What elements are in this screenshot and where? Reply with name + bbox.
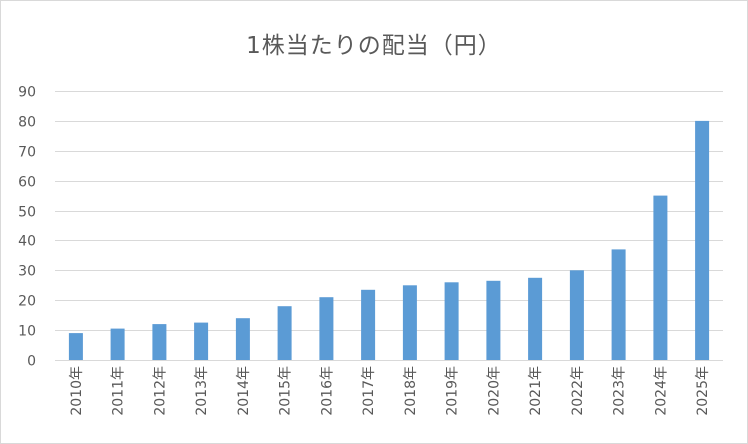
bar-2011年 <box>110 328 125 360</box>
bar-2017年 <box>361 289 376 360</box>
x-tick-label: 2022年 <box>570 366 586 416</box>
bar-2020年 <box>486 280 501 360</box>
bar-2015年 <box>277 306 292 360</box>
y-tick-label: 90 <box>18 85 36 101</box>
x-tick-label: 2017年 <box>361 366 377 416</box>
x-tick-label: 2010年 <box>69 366 85 416</box>
x-tick-label: 2015年 <box>278 366 294 416</box>
x-tick-label: 2013年 <box>194 366 210 416</box>
bar-2012年 <box>152 324 167 360</box>
chart-title: 1株当たりの配当（円） <box>246 33 502 59</box>
x-tick-label: 2018年 <box>403 366 419 416</box>
x-tick-label: 2025年 <box>695 366 711 416</box>
x-tick-label: 2020年 <box>486 366 502 416</box>
x-tick-label: 2023年 <box>612 366 628 416</box>
bar-2022年 <box>569 270 584 360</box>
y-tick-label: 70 <box>18 145 36 161</box>
x-tick-label: 2019年 <box>445 366 461 416</box>
y-tick-label: 0 <box>27 354 36 370</box>
bars <box>68 120 710 361</box>
x-tick-label: 2012年 <box>152 366 168 416</box>
y-tick-label: 60 <box>18 175 36 191</box>
bar-2021年 <box>528 277 543 360</box>
bar-2016年 <box>319 297 334 360</box>
bar-2024年 <box>653 195 668 360</box>
x-tick-label: 2021年 <box>528 366 544 416</box>
y-tick-label: 50 <box>18 205 36 221</box>
bar-2023年 <box>611 249 626 360</box>
y-tick-label: 40 <box>18 234 36 250</box>
y-tick-label: 20 <box>18 294 36 310</box>
x-tick-label: 2024年 <box>653 366 669 416</box>
x-axis-ticks: 2010年 2011年 2012年 2013年 2014年 2015年 2016年 2017年… <box>69 366 711 416</box>
x-tick-label: 2011年 <box>111 366 127 416</box>
bar-2019年 <box>444 282 459 360</box>
x-tick-label: 2016年 <box>319 366 335 416</box>
bar-2013年 <box>194 322 209 360</box>
bar-2014年 <box>235 318 250 360</box>
y-axis-ticks: 0 10 20 30 40 50 60 70 80 90 <box>18 85 36 370</box>
bar-2025年 <box>695 120 710 361</box>
bar-2018年 <box>402 285 417 360</box>
x-tick-label: 2014年 <box>236 366 252 416</box>
bar-2010年 <box>68 333 83 360</box>
y-tick-label: 10 <box>18 324 36 340</box>
y-tick-label: 30 <box>18 264 36 280</box>
y-tick-label: 80 <box>18 115 36 131</box>
